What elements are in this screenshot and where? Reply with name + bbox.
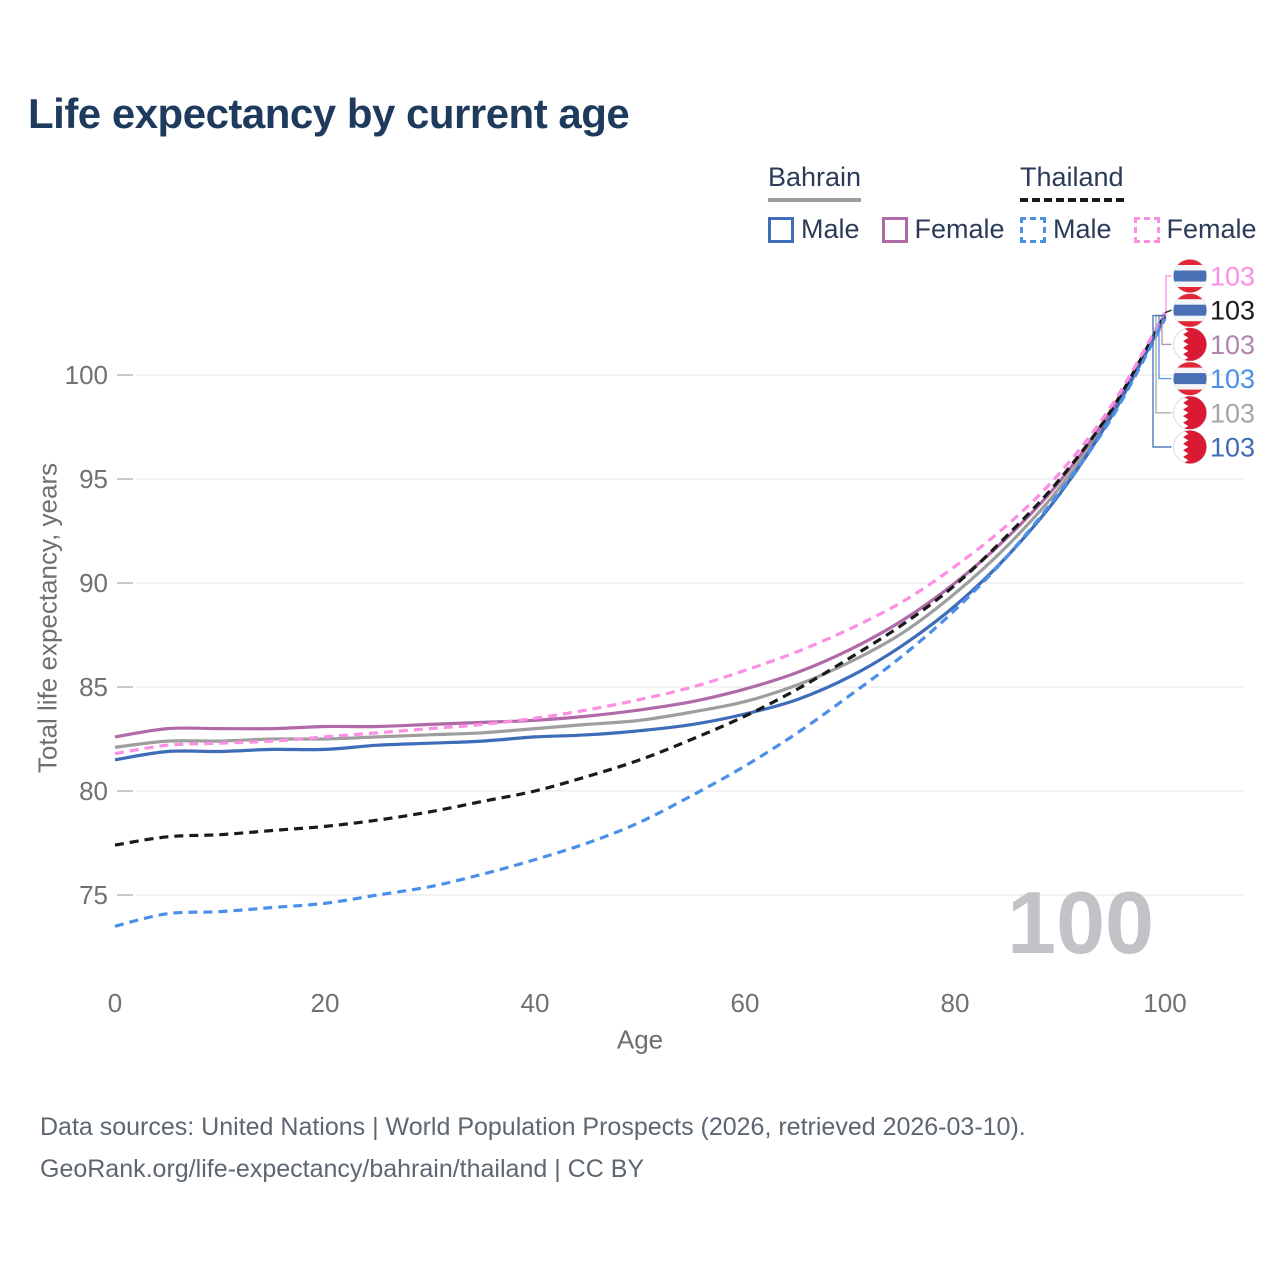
y-axis-label: Total life expectancy, years — [32, 462, 63, 774]
leader-line — [1165, 275, 1172, 316]
leader-line — [1152, 314, 1172, 448]
legend-item-label: Female — [914, 214, 1005, 244]
legend-group-thailand: Thailand Male Female — [1020, 162, 1257, 245]
y-tick-label: 85 — [79, 672, 108, 702]
gridlines: 75 80 85 90 95 100 0 20 40 60 80 100 — [65, 360, 1243, 1018]
x-tick-label: 80 — [941, 988, 970, 1018]
end-value-label: 103 — [1210, 433, 1255, 463]
leader-line — [1164, 309, 1172, 314]
legend-item-bahrain-male[interactable]: Male — [768, 214, 860, 245]
flag-thailand-icon — [1173, 259, 1207, 293]
y-tick-label: 75 — [79, 880, 108, 910]
x-tick-label: 40 — [521, 988, 550, 1018]
end-value-label: 103 — [1210, 330, 1255, 360]
legend-country-bahrain[interactable]: Bahrain — [768, 162, 862, 202]
end-annotations: 103 103 103 103 103 103 — [1152, 259, 1255, 464]
x-tick-label: 0 — [108, 988, 122, 1018]
x-tick-label: 100 — [1143, 988, 1186, 1018]
x-tick-label: 60 — [731, 988, 760, 1018]
x-axis-label: Age — [616, 1024, 664, 1055]
legend-item-bahrain-female[interactable]: Female — [881, 214, 1005, 245]
attribution-line: GeoRank.org/life-expectancy/bahrain/thai… — [40, 1155, 645, 1183]
y-tick-label: 80 — [79, 776, 108, 806]
flag-thailand-icon — [1173, 293, 1207, 328]
series-line-bahrain-female[interactable] — [114, 313, 1167, 739]
flag-bahrain-icon — [1173, 430, 1207, 464]
y-tick-label: 100 — [65, 360, 108, 390]
thailand-male-swatch-icon — [1020, 216, 1046, 243]
data-sources-line: Data sources: United Nations | World Pop… — [40, 1113, 1026, 1141]
page-title: Life expectancy by current age — [28, 90, 630, 137]
legend-item-label: Female — [1166, 214, 1257, 244]
legend-item-thailand-male[interactable]: Male — [1020, 214, 1112, 245]
legend-item-label: Male — [801, 214, 860, 244]
end-value-label: 103 — [1210, 296, 1255, 326]
series-line-thailand[interactable] — [114, 313, 1167, 847]
legend-item-thailand-female[interactable]: Female — [1133, 214, 1257, 245]
thailand-female-swatch-icon — [1133, 216, 1160, 243]
flag-bahrain-icon — [1173, 327, 1207, 362]
footer: Data sources: United Nations | World Pop… — [40, 1106, 1026, 1190]
series-line-thailand-male[interactable] — [114, 318, 1167, 928]
x-tick-label: 20 — [311, 988, 340, 1018]
legend-group-bahrain: Bahrain Male Female — [768, 162, 1005, 245]
series-line-thailand-female[interactable] — [114, 311, 1167, 756]
y-tick-label: 95 — [79, 464, 108, 494]
end-value-label: 103 — [1210, 262, 1255, 292]
end-value-label: 103 — [1210, 398, 1255, 428]
bahrain-male-swatch-icon — [768, 216, 794, 243]
flag-bahrain-icon — [1173, 395, 1207, 430]
series-lines — [114, 311, 1167, 928]
series-line-bahrain[interactable] — [114, 316, 1167, 749]
legend-country-thailand[interactable]: Thailand — [1020, 162, 1124, 202]
bahrain-female-swatch-icon — [881, 216, 908, 243]
legend-item-label: Male — [1053, 214, 1112, 244]
series-line-bahrain-male[interactable] — [114, 316, 1167, 762]
y-tick-label: 90 — [79, 568, 108, 598]
age-counter-watermark: 100 — [1007, 873, 1154, 972]
end-value-label: 103 — [1210, 364, 1255, 394]
flag-thailand-icon — [1173, 361, 1207, 396]
